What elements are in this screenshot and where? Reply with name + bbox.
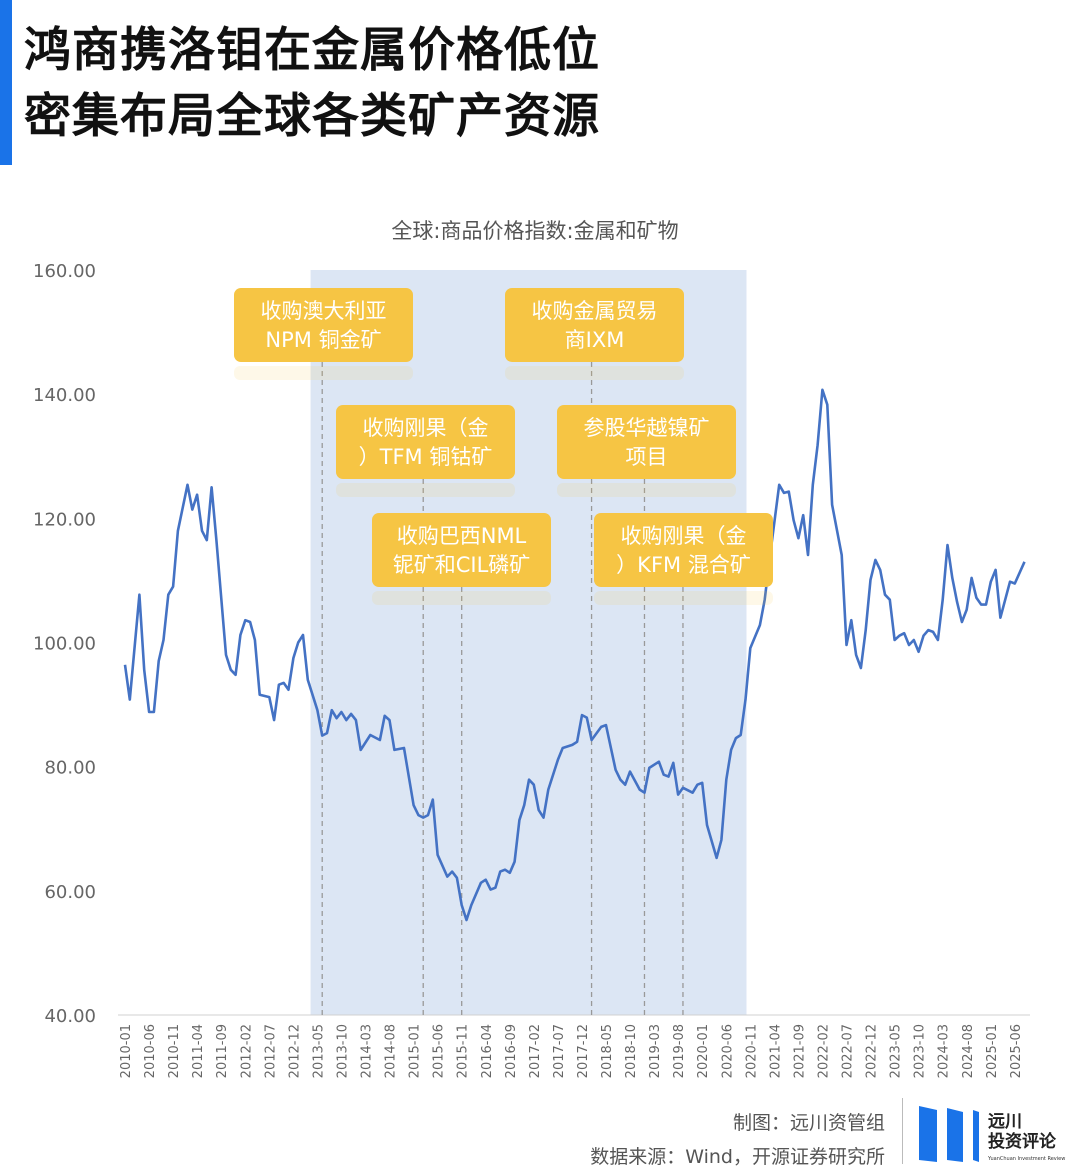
title-line-2: 密集布局全球各类矿产资源 [24, 89, 600, 144]
x-tick-label: 2010-01 [119, 1024, 134, 1078]
x-tick-label: 2022-12 [865, 1024, 880, 1078]
x-tick-label: 2016-09 [504, 1024, 519, 1078]
x-tick-label: 2018-05 [600, 1024, 615, 1078]
x-tick-label: 2020-11 [744, 1024, 759, 1078]
x-tick-label: 2024-08 [961, 1024, 976, 1078]
annotation-text: ）TFM 铜钴矿 [359, 445, 493, 469]
x-tick-label: 2015-06 [432, 1024, 447, 1078]
annotation-reflection [505, 366, 684, 380]
annotation-text: 商IXM [565, 328, 625, 352]
annotation-text: 收购刚果（金 [621, 524, 747, 548]
x-tick-label: 2017-02 [528, 1024, 543, 1078]
x-tick-label: 2017-12 [576, 1024, 591, 1078]
data-source: 数据来源：Wind，开源证券研究所 [590, 1146, 885, 1168]
annotation-text: 收购刚果（金 [363, 416, 489, 440]
x-tick-label: 2020-01 [696, 1024, 711, 1078]
title-accent-bar [0, 0, 12, 165]
brand-logo-text: 远川 投资评论 [988, 1112, 1056, 1152]
x-tick-label: 2024-03 [937, 1024, 952, 1078]
annotation-reflection [594, 591, 773, 605]
annotation-reflection [557, 483, 736, 497]
x-tick-label: 2017-07 [552, 1024, 567, 1078]
x-tick-label: 2022-02 [816, 1024, 831, 1078]
x-tick-label: 2012-02 [239, 1024, 254, 1078]
x-tick-label: 2025-06 [1009, 1024, 1024, 1078]
annotation-box [372, 513, 551, 587]
x-tick-label: 2023-10 [913, 1024, 928, 1078]
x-tick-label: 2013-10 [335, 1024, 350, 1078]
brand-logo-icon [919, 1106, 979, 1162]
annotation-box [505, 288, 684, 362]
x-tick-label: 2015-01 [408, 1024, 423, 1078]
annotation-text: 参股华越镍矿 [584, 416, 710, 440]
x-tick-label: 2014-03 [360, 1024, 375, 1078]
x-tick-label: 2013-05 [311, 1024, 326, 1078]
x-tick-label: 2010-06 [143, 1024, 158, 1078]
y-tick-label: 120.00 [33, 509, 96, 530]
x-tick-label: 2015-11 [456, 1024, 471, 1078]
x-tick-label: 2010-11 [167, 1024, 182, 1078]
x-tick-label: 2012-07 [263, 1024, 278, 1078]
annotation-text: 收购澳大利亚 [261, 299, 387, 323]
annotation-text: 收购巴西NML [397, 524, 527, 548]
annotation-box [557, 405, 736, 479]
x-tick-label: 2012-12 [287, 1024, 302, 1078]
annotation-reflection [336, 483, 515, 497]
y-tick-label: 60.00 [44, 882, 96, 903]
annotation-text: NPM 铜金矿 [265, 328, 381, 352]
footer-divider [902, 1098, 903, 1164]
logo-subtitle: YuanChuan Investment Review [988, 1156, 1066, 1162]
logo-line-1: 远川 [988, 1112, 1022, 1132]
x-tick-label: 2011-09 [215, 1024, 230, 1078]
x-tick-label: 2023-05 [889, 1024, 904, 1078]
x-tick-label: 2020-06 [720, 1024, 735, 1078]
x-tick-label: 2021-04 [768, 1024, 783, 1078]
annotation-text: 收购金属贸易 [532, 299, 658, 323]
chart-title: 全球:商品价格指数:金属和矿物 [391, 219, 678, 243]
y-tick-label: 40.00 [44, 1006, 96, 1027]
annotation-box [594, 513, 773, 587]
x-tick-label: 2014-08 [384, 1024, 399, 1078]
x-tick-label: 2011-04 [191, 1024, 206, 1078]
x-tick-label: 2021-09 [792, 1024, 807, 1078]
page-title: 鸿商携洛钼在金属价格低位 密集布局全球各类矿产资源 [24, 18, 600, 150]
x-tick-label: 2018-10 [624, 1024, 639, 1078]
y-tick-label: 160.00 [33, 261, 96, 282]
x-tick-label: 2019-03 [648, 1024, 663, 1078]
shaded-period [310, 270, 747, 1015]
annotation-box [336, 405, 515, 479]
annotation-text: 项目 [626, 445, 668, 469]
x-tick-label: 2019-08 [672, 1024, 687, 1078]
y-tick-label: 140.00 [33, 385, 96, 406]
annotation-text: 铌矿和CIL磷矿 [393, 553, 531, 577]
chart-credit: 制图：远川资管组 [732, 1112, 885, 1134]
logo-line-2: 投资评论 [988, 1132, 1056, 1152]
y-tick-label: 80.00 [44, 758, 96, 779]
title-line-1: 鸿商携洛钼在金属价格低位 [24, 23, 600, 78]
y-tick-label: 100.00 [33, 634, 96, 655]
annotation-text: ）KFM 混合矿 [616, 553, 751, 577]
x-tick-label: 2025-01 [985, 1024, 1000, 1078]
annotation-box [234, 288, 413, 362]
annotation-reflection [234, 366, 413, 380]
x-tick-label: 2016-04 [480, 1024, 495, 1078]
x-tick-label: 2022-07 [841, 1024, 856, 1078]
annotation-reflection [372, 591, 551, 605]
